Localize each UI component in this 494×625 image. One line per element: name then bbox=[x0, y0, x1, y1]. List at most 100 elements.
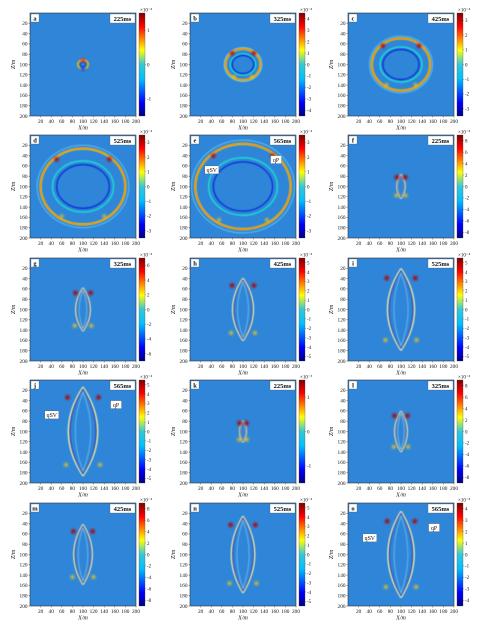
x-tick-label: 80 bbox=[230, 241, 236, 247]
colorbar-tick-label: -2 bbox=[147, 215, 152, 220]
field-background bbox=[190, 258, 296, 361]
wavefronts bbox=[36, 144, 130, 229]
amplitude-peak bbox=[405, 413, 410, 419]
z-tick-label: 140 bbox=[338, 83, 346, 89]
x-tick-label: 20 bbox=[356, 364, 362, 370]
time-label-box bbox=[427, 380, 454, 391]
colorbar-tick-label: -1 bbox=[465, 78, 470, 83]
colorbar-tick-label: 4 bbox=[307, 516, 310, 521]
z-axis-label: Z/m bbox=[11, 549, 17, 559]
z-tick-label: 20 bbox=[340, 143, 346, 149]
colorbar-tick-label: 2 bbox=[307, 156, 310, 161]
wavefront bbox=[74, 525, 92, 584]
x-tick-label: 160 bbox=[111, 241, 119, 247]
colorbar bbox=[456, 12, 464, 117]
z-tick-label: 140 bbox=[20, 205, 28, 211]
amplitude-peak bbox=[60, 214, 64, 218]
z-tick-label: 180 bbox=[338, 226, 346, 232]
amplitude-peak bbox=[403, 193, 408, 198]
z-tick-label: 100 bbox=[180, 429, 188, 435]
x-tick-label: 80 bbox=[388, 609, 394, 615]
z-tick-label: 180 bbox=[20, 104, 28, 110]
x-tick-label: 20 bbox=[198, 241, 204, 247]
amplitude-peak bbox=[102, 214, 106, 218]
panel-letter-box bbox=[190, 503, 200, 513]
x-tick-label: 200 bbox=[132, 486, 140, 492]
amplitude-peak bbox=[90, 529, 95, 534]
z-tick-label: 100 bbox=[20, 62, 28, 68]
time-label: 525ms bbox=[432, 261, 450, 268]
x-tick-label: 200 bbox=[292, 486, 300, 492]
z-tick-label: 200 bbox=[180, 114, 188, 120]
z-tick-label: 20 bbox=[22, 511, 28, 517]
colorbar-tick-label: 0 bbox=[307, 308, 310, 313]
x-tick-label: 100 bbox=[239, 486, 247, 492]
amplitude-peak bbox=[384, 275, 390, 281]
x-tick-label: 140 bbox=[418, 609, 426, 615]
wavefront bbox=[394, 411, 408, 452]
colorbar-tick-label: 1 bbox=[465, 542, 468, 547]
colorbar-exponent: ×10⁻³ bbox=[300, 375, 312, 381]
wavefronts bbox=[227, 515, 259, 594]
amplitude-peak bbox=[232, 75, 236, 79]
panel-letter-box bbox=[30, 135, 40, 145]
colorbar bbox=[456, 379, 464, 484]
time-label: 225ms bbox=[114, 16, 132, 23]
x-tick-label: 160 bbox=[429, 119, 437, 125]
z-tick-label: 60 bbox=[22, 42, 28, 48]
amplitude-peak bbox=[383, 338, 388, 342]
panel-letter: i bbox=[352, 261, 354, 268]
z-tick-label: 160 bbox=[20, 338, 28, 344]
x-tick-label: 160 bbox=[271, 364, 279, 370]
z-tick-label: 40 bbox=[22, 521, 28, 527]
z-axis-label: Z/m bbox=[171, 59, 177, 69]
z-tick-label: 200 bbox=[20, 359, 28, 365]
colorbar-tick-label: 4 bbox=[147, 279, 150, 284]
time-label: 565ms bbox=[114, 383, 132, 390]
amplitude-peak bbox=[89, 323, 94, 328]
amplitude-peak bbox=[254, 581, 259, 586]
time-label-box bbox=[427, 503, 454, 514]
colorbar-tick-label: 3 bbox=[307, 141, 310, 146]
z-tick-label: 160 bbox=[20, 215, 28, 221]
z-tick-label: 120 bbox=[180, 73, 188, 79]
z-tick-label: 100 bbox=[180, 62, 188, 68]
amplitude-peak bbox=[98, 463, 102, 467]
x-tick-label: 60 bbox=[219, 364, 225, 370]
z-tick-label: 40 bbox=[22, 398, 28, 404]
colorbar-tick-label: 8 bbox=[147, 508, 150, 513]
x-tick-label: 120 bbox=[250, 241, 258, 247]
z-tick-label: 60 bbox=[340, 409, 346, 415]
x-tick-label: 160 bbox=[111, 609, 119, 615]
z-tick-label: 40 bbox=[182, 31, 188, 37]
z-axis-label: Z/m bbox=[329, 181, 335, 191]
x-tick-label: 100 bbox=[239, 609, 247, 615]
panel-letter: b bbox=[193, 16, 197, 23]
z-tick-label: 60 bbox=[340, 42, 346, 48]
z-tick-label: 60 bbox=[22, 532, 28, 538]
amplitude-peak bbox=[227, 581, 232, 586]
z-tick-label: 200 bbox=[338, 481, 346, 487]
wavefronts bbox=[369, 35, 433, 94]
wavefronts bbox=[237, 420, 249, 443]
time-label: 325ms bbox=[274, 16, 292, 23]
time-label-box bbox=[269, 135, 296, 146]
colorbar-tick-label: -4 bbox=[307, 591, 312, 596]
x-tick-label: 180 bbox=[439, 609, 447, 615]
qp-annotation: qP bbox=[273, 158, 279, 164]
time-label: 565ms bbox=[274, 138, 292, 145]
x-tick-label: 160 bbox=[111, 364, 119, 370]
z-tick-label: 60 bbox=[182, 42, 188, 48]
time-label-box bbox=[427, 258, 454, 269]
x-tick-label: 140 bbox=[418, 364, 426, 370]
z-tick-label: 180 bbox=[180, 104, 188, 110]
z-tick-label: 200 bbox=[338, 236, 346, 242]
z-axis-label: Z/m bbox=[171, 304, 177, 314]
amplitude-peak bbox=[107, 157, 112, 162]
x-tick-label: 200 bbox=[292, 364, 300, 370]
z-tick-label: 20 bbox=[182, 21, 188, 27]
